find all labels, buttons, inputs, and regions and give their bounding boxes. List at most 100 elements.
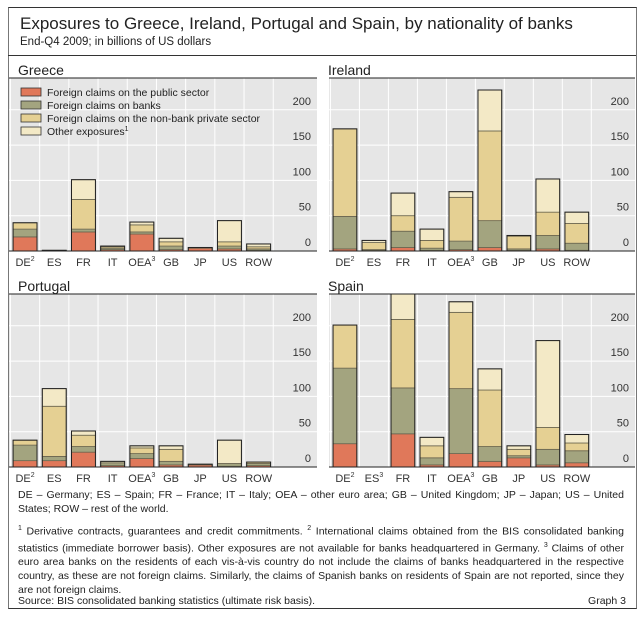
bar-de-banks [12, 444, 38, 462]
legend-label-public-sector: Foreign claims on the public sector [47, 87, 210, 99]
bar-oea-banks [448, 240, 474, 250]
bar-fr-nonbank-private [71, 434, 96, 447]
x-tick-label-us: US [540, 473, 555, 485]
bar-jp-other-exposures [506, 445, 532, 450]
bar-gb-banks [158, 245, 184, 250]
bar-de-banks [12, 228, 38, 238]
panel-title-spain: Spain [328, 278, 364, 294]
bar-oea-banks [448, 388, 474, 454]
x-tick-label-de: DE2 [15, 472, 34, 485]
bar-oea-public-sector [129, 458, 155, 468]
x-tick-label-es: ES3 [365, 472, 384, 485]
bar-de-banks [332, 367, 358, 445]
y-tick-label: 200 [293, 312, 311, 324]
x-tick-label-gb: GB [482, 257, 498, 269]
x-tick-superscript: 2 [31, 472, 35, 479]
bar-de-nonbank-private [332, 324, 358, 369]
figure-frame [8, 7, 637, 609]
bar-fr-nonbank-private [390, 319, 416, 389]
bar-es-banks [41, 456, 67, 462]
chart-ireland: 0 50 100 150 200 DE2 ES FR IT OEA3 GB JP US ROW [329, 77, 635, 269]
bar-us-other-exposures [217, 220, 242, 243]
bar-oea-public-sector [448, 453, 474, 468]
graph-number: Graph 3 [588, 595, 626, 607]
bar-it-other-exposures [419, 436, 445, 447]
x-tick-label-row: ROW [563, 257, 591, 269]
bar-de-banks [332, 215, 358, 250]
footnote-3-mark: 3 [543, 541, 548, 549]
footnotes: 1 Derivative contracts, guarantees and c… [18, 522, 624, 597]
figure-subtitle: End-Q4 2009; in billions of US dollars [20, 36, 212, 48]
bar-gb-nonbank-private [477, 130, 503, 222]
bar-row-nonbank-private [564, 223, 590, 244]
bar-gb-nonbank-private [477, 389, 503, 447]
bar-row-other-exposures [564, 434, 590, 444]
bar-oea-nonbank-private [448, 311, 474, 390]
x-tick-label-jp: JP [194, 257, 207, 269]
bar-gb-banks [477, 446, 503, 462]
bar-gb-public-sector [477, 247, 503, 252]
x-tick-label-fr: FR [76, 257, 91, 269]
x-tick-superscript: 2 [351, 256, 355, 263]
y-tick-label: 150 [611, 131, 629, 143]
y-tick-label: 100 [293, 166, 311, 178]
bar-gb-other-exposures [158, 237, 184, 243]
bar-us-banks [217, 463, 242, 467]
bar-fr-other-exposures [71, 179, 96, 200]
bar-row-nonbank-private [564, 442, 590, 452]
y-tick-label: 50 [617, 202, 629, 214]
bar-fr-public-sector [390, 247, 416, 252]
legend-label-nonbank-private: Foreign claims on the non-bank private s… [47, 113, 261, 125]
bar-it-other-exposures [419, 228, 445, 241]
x-tick-label-row: ROW [245, 473, 273, 485]
bar-oea-public-sector [129, 233, 155, 252]
abbreviations-note: DE – Germany; ES – Spain; FR – France; I… [18, 489, 624, 515]
bar-us-banks [217, 245, 242, 250]
bar-de-public-sector [12, 236, 38, 252]
y-tick-label: 200 [293, 96, 311, 108]
bar-es-public-sector [41, 460, 67, 468]
x-tick-superscript: 3 [471, 472, 475, 479]
bar-us-nonbank-private [535, 427, 561, 450]
bar-jp-public-sector [506, 457, 532, 468]
bar-row-banks [564, 242, 590, 251]
plot-background [9, 78, 317, 251]
x-tick-label-es: ES [47, 257, 62, 269]
bar-es-other-exposures [41, 388, 67, 407]
source-note: Source: BIS consolidated banking statist… [18, 595, 316, 607]
x-tick-label-jp: JP [512, 257, 525, 269]
bar-oea-other-exposures [448, 301, 474, 313]
x-tick-label-us: US [222, 473, 237, 485]
footnote-2: International claims obtained from the B… [18, 525, 624, 555]
chart-greece: 0 50 100 150 200 DE2 ES FR IT OEA3 GB JP US ROW Foreig… [9, 77, 317, 269]
x-tick-superscript: 3 [152, 256, 156, 263]
x-tick-label-row: ROW [245, 257, 273, 269]
bar-fr-other-exposures [390, 192, 416, 217]
bar-gb-other-exposures [477, 89, 503, 132]
panel-title-portugal: Portugal [18, 278, 71, 294]
x-tick-superscript: 2 [351, 472, 355, 479]
bar-us-banks [535, 235, 561, 250]
bar-gb-public-sector [477, 460, 503, 468]
panel-title-greece: Greece [18, 62, 64, 78]
legend-superscript: 1 [125, 126, 129, 133]
bar-oea-nonbank-private [129, 224, 155, 233]
y-tick-label: 50 [299, 418, 311, 430]
bar-oea-other-exposures [448, 191, 474, 198]
bar-gb-banks [158, 460, 184, 466]
y-tick-label: 50 [617, 418, 629, 430]
x-tick-superscript: 3 [379, 472, 383, 479]
legend-swatch-other-exposures [20, 126, 42, 136]
x-tick-label-oea: OEA3 [128, 472, 155, 485]
y-tick-label: 0 [305, 237, 311, 249]
bar-fr-public-sector [71, 231, 96, 252]
bar-es-nonbank-private [361, 242, 387, 250]
x-tick-label-de: DE2 [15, 256, 34, 269]
bar-it-banks [419, 457, 445, 466]
chart-portugal: 0 50 100 150 200 DE2 ES FR IT OEA3 GB JP US ROW [9, 293, 317, 485]
bar-es-nonbank-private [41, 405, 67, 457]
x-tick-label-fr: FR [396, 473, 411, 485]
panel-title-ireland: Ireland [328, 62, 371, 78]
x-tick-label-fr: FR [396, 257, 411, 269]
bar-row-other-exposures [564, 211, 590, 224]
